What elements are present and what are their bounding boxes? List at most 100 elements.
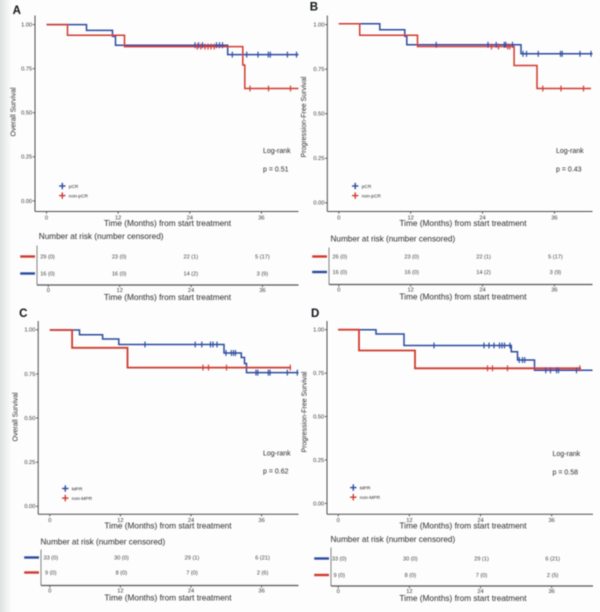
svg-text:0.00: 0.00 [24, 504, 35, 510]
svg-text:0.25: 0.25 [313, 458, 324, 464]
svg-text:23 (0): 23 (0) [404, 255, 419, 261]
svg-text:pCR: pCR [362, 184, 372, 190]
svg-text:Overall Survival: Overall Survival [11, 87, 18, 136]
svg-text:16 (0): 16 (0) [112, 272, 127, 278]
svg-text:0: 0 [337, 589, 340, 595]
svg-text:0.75: 0.75 [24, 372, 35, 378]
svg-text:Log-rank: Log-rank [263, 148, 291, 155]
svg-text:24: 24 [477, 518, 483, 524]
svg-text:0: 0 [337, 215, 340, 221]
svg-text:12: 12 [406, 518, 412, 524]
svg-text:12: 12 [117, 588, 123, 594]
svg-text:36: 36 [258, 588, 264, 594]
svg-text:7 (0): 7 (0) [476, 573, 488, 579]
svg-text:24: 24 [188, 518, 194, 524]
svg-text:non-MPR: non-MPR [72, 496, 93, 502]
svg-text:3 (9): 3 (9) [257, 272, 269, 278]
svg-text:36: 36 [258, 518, 264, 524]
svg-text:36: 36 [549, 589, 555, 595]
svg-text:6 (21): 6 (21) [255, 556, 270, 562]
svg-text:24: 24 [188, 588, 194, 594]
svg-text:p = 0.58: p = 0.58 [553, 469, 579, 476]
svg-text:0.75: 0.75 [21, 67, 32, 73]
svg-text:Overall Survival: Overall Survival [13, 392, 20, 441]
svg-text:Time (Months) from start treat: Time (Months) from start treatment [104, 293, 232, 302]
svg-text:9 (0): 9 (0) [45, 571, 57, 577]
svg-text:0.50: 0.50 [24, 416, 35, 422]
svg-text:0: 0 [337, 287, 340, 293]
svg-text:non-pCR: non-pCR [69, 193, 89, 199]
svg-text:Progression-Free Survival: Progression-Free Survival [301, 371, 308, 452]
svg-text:0.75: 0.75 [313, 371, 324, 377]
svg-text:0: 0 [47, 288, 50, 294]
svg-text:p = 0.43: p = 0.43 [556, 166, 582, 173]
svg-text:0.25: 0.25 [21, 155, 32, 161]
svg-text:0: 0 [48, 518, 51, 524]
svg-text:30 (0): 30 (0) [403, 557, 418, 563]
svg-text:23 (0): 23 (0) [112, 255, 127, 261]
svg-text:0.50: 0.50 [21, 111, 32, 117]
svg-text:9 (0): 9 (0) [333, 573, 345, 579]
svg-text:8 (0): 8 (0) [116, 571, 128, 577]
svg-text:non-pCR: non-pCR [362, 193, 382, 199]
svg-text:1.00: 1.00 [313, 328, 324, 334]
svg-text:29 (0): 29 (0) [40, 255, 55, 261]
svg-text:16 (0): 16 (0) [332, 270, 347, 276]
svg-text:3 (9): 3 (9) [550, 270, 562, 276]
svg-text:Number at risk (number censore: Number at risk (number censored) [39, 232, 164, 241]
svg-text:26 (0): 26 (0) [332, 255, 347, 261]
svg-text:33 (0): 33 (0) [332, 557, 347, 563]
svg-text:6 (21): 6 (21) [545, 557, 560, 563]
svg-text:24: 24 [187, 215, 193, 221]
svg-text:36: 36 [258, 215, 264, 221]
svg-text:36: 36 [551, 215, 557, 221]
svg-text:8 (0): 8 (0) [405, 573, 417, 579]
svg-text:Time (Months) from start treat: Time (Months) from start treatment [104, 219, 232, 228]
svg-text:1.00: 1.00 [313, 23, 324, 29]
svg-text:12: 12 [115, 215, 121, 221]
svg-text:36: 36 [549, 518, 555, 524]
svg-text:36: 36 [551, 287, 557, 293]
svg-text:Time (Months) from start treat: Time (Months) from start treatment [399, 594, 527, 603]
svg-text:Log-rank: Log-rank [553, 451, 581, 458]
svg-text:non-MPR: non-MPR [360, 495, 381, 501]
svg-text:Number at risk (number censore: Number at risk (number censored) [331, 234, 456, 243]
svg-text:MPR: MPR [72, 486, 83, 492]
svg-text:0.00: 0.00 [21, 199, 32, 205]
svg-text:22 (1): 22 (1) [183, 255, 198, 261]
svg-text:0.00: 0.00 [313, 501, 324, 507]
svg-text:12: 12 [408, 215, 414, 221]
svg-text:Time (Months) from start treat: Time (Months) from start treatment [104, 522, 232, 531]
svg-text:16 (0): 16 (0) [40, 272, 55, 278]
svg-text:30 (0): 30 (0) [114, 556, 129, 562]
svg-text:0.25: 0.25 [24, 460, 35, 466]
svg-text:Log-rank: Log-rank [263, 450, 291, 457]
svg-text:Time (Months) from start treat: Time (Months) from start treatment [399, 292, 527, 301]
svg-text:5 (17): 5 (17) [548, 255, 563, 261]
svg-text:p = 0.62: p = 0.62 [263, 469, 289, 476]
svg-text:B: B [310, 2, 318, 14]
svg-text:12: 12 [406, 589, 412, 595]
svg-text:1.00: 1.00 [24, 328, 35, 334]
svg-text:0: 0 [45, 215, 48, 221]
svg-text:0.00: 0.00 [313, 201, 324, 207]
svg-text:12: 12 [117, 288, 123, 294]
svg-text:16 (0): 16 (0) [404, 270, 419, 276]
svg-text:24: 24 [479, 287, 485, 293]
svg-text:0.75: 0.75 [313, 67, 324, 73]
svg-text:D: D [311, 308, 319, 320]
svg-text:22 (1): 22 (1) [476, 255, 491, 261]
svg-text:Time (Months) from start treat: Time (Months) from start treatment [399, 522, 527, 531]
svg-text:12: 12 [408, 287, 414, 293]
svg-text:2 (5): 2 (5) [547, 573, 559, 579]
svg-text:2 (6): 2 (6) [257, 571, 269, 577]
svg-text:C: C [19, 308, 27, 320]
svg-text:29 (1): 29 (1) [185, 556, 200, 562]
svg-text:29 (1): 29 (1) [474, 557, 489, 563]
svg-text:Log-rank: Log-rank [556, 148, 584, 155]
svg-text:0: 0 [337, 518, 340, 524]
svg-text:33 (0): 33 (0) [43, 556, 58, 562]
svg-text:12: 12 [117, 518, 123, 524]
svg-text:Time (Months) from start treat: Time (Months) from start treatment [399, 219, 527, 228]
svg-text:0.25: 0.25 [313, 156, 324, 162]
